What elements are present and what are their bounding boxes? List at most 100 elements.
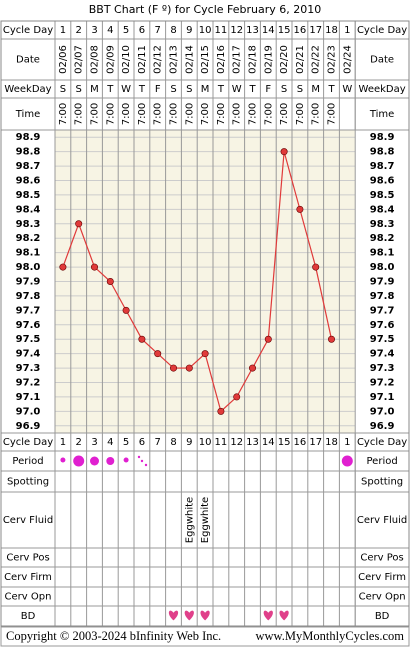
row-label: Cerv Fluid	[357, 515, 407, 526]
y-tick-label: 97.9	[16, 277, 41, 288]
cycle-day: 5	[123, 25, 129, 36]
y-tick-label: 98.1	[370, 248, 395, 259]
y-tick-label: 97.1	[16, 392, 41, 403]
y-tick-label: 98.0	[16, 262, 41, 273]
temp-point	[170, 364, 178, 372]
row-label: Cycle Day	[357, 25, 407, 36]
y-tick-label: 98.3	[16, 219, 41, 230]
cycle-day: 18	[325, 437, 338, 448]
cerv-fluid: Eggwhite	[184, 497, 195, 543]
cycle-day: 12	[230, 25, 243, 36]
weekday: F	[265, 84, 271, 95]
temp-point	[154, 350, 162, 358]
row-label: Period	[367, 456, 398, 467]
time: 7:00	[58, 103, 69, 125]
time: 7:00	[74, 103, 85, 125]
y-tick-label: 98.6	[16, 176, 41, 187]
cycle-day: 2	[76, 437, 82, 448]
temp-point	[280, 148, 288, 156]
y-tick-label: 97.5	[370, 334, 395, 345]
y-tick-label: 98.4	[370, 204, 395, 215]
temp-point	[91, 263, 99, 271]
y-tick-label: 97.2	[16, 378, 41, 389]
weekday: W	[232, 84, 242, 95]
temp-point	[217, 407, 225, 415]
time: 7:00	[105, 103, 116, 125]
cycle-day: 7	[155, 437, 161, 448]
y-tick-label: 97.4	[16, 349, 41, 360]
date: 02/16	[216, 45, 227, 74]
row-label: Period	[12, 456, 43, 467]
row-label: Spotting	[361, 477, 403, 488]
y-tick-label: 97.6	[370, 320, 395, 331]
row-label: WeekDay	[359, 84, 406, 95]
date: 02/06	[58, 45, 69, 74]
period-dot	[106, 457, 115, 465]
cycle-day: 17	[309, 25, 322, 36]
time: 7:00	[153, 103, 164, 125]
weekday: M	[90, 84, 99, 95]
time: 7:00	[263, 103, 274, 125]
cycle-day: 10	[199, 437, 212, 448]
cycle-day: 1	[60, 437, 66, 448]
y-tick-label: 97.4	[370, 349, 395, 360]
spot-dot	[144, 463, 148, 467]
row-label: Time	[369, 109, 394, 120]
date: 02/17	[232, 45, 243, 74]
temp-point	[185, 364, 193, 372]
period-dot	[341, 455, 353, 467]
row-label: Cerv Pos	[360, 553, 403, 564]
temp-point	[138, 335, 146, 343]
heart	[263, 610, 273, 621]
cycle-day: 1	[344, 25, 350, 36]
heart	[184, 610, 194, 621]
time: 7:00	[169, 103, 180, 125]
row-label: Cerv Firm	[4, 572, 52, 583]
heart	[168, 610, 179, 621]
cycle-day: 10	[199, 25, 212, 36]
date: 02/12	[153, 45, 164, 74]
y-tick-label: 98.5	[16, 190, 41, 201]
row-label: Cerv Fluid	[3, 515, 53, 526]
site: www.MyMonthlyCycles.com	[256, 629, 405, 643]
cycle-day: 1	[60, 25, 66, 36]
heart	[279, 610, 289, 621]
cycle-day: 15	[278, 25, 291, 36]
cycle-day: 12	[230, 437, 243, 448]
y-tick-label: 97.8	[16, 291, 41, 302]
y-tick-label: 98.6	[370, 176, 395, 187]
temp-point	[327, 335, 335, 343]
layout: Cycle Day Cycle Day Date Date WeekDay WeekDay…	[0, 20, 410, 627]
row-label: Cycle Day	[3, 25, 53, 36]
y-tick-label: 97.1	[370, 392, 395, 403]
weekday: T	[106, 84, 114, 95]
date: 02/19	[263, 45, 274, 74]
weekday: M	[201, 84, 210, 95]
y-tick-label: 98.4	[16, 204, 41, 215]
weekday: W	[342, 84, 352, 95]
temp-point	[296, 205, 304, 213]
cycle-day: 8	[170, 437, 176, 448]
cycle-day: 16	[294, 25, 307, 36]
table-border	[0, 20, 410, 627]
y-tick-label: 97.6	[16, 320, 41, 331]
y-tick-label: 98.2	[370, 233, 395, 244]
temp-point	[312, 263, 320, 271]
y-tick-label: 98.1	[16, 248, 41, 259]
y-tick-label: 97.7	[16, 305, 41, 316]
chart-title: BBT Chart (F º) for Cycle February 6, 20…	[89, 3, 322, 16]
y-tick-label: 98.2	[16, 233, 41, 244]
heart	[200, 610, 210, 621]
temp-line	[62, 151, 333, 413]
period-dot	[90, 456, 99, 466]
temp-point	[249, 364, 257, 372]
row-label: BD	[21, 611, 36, 622]
row-label: Cycle Day	[3, 437, 53, 448]
label-cell	[354, 491, 410, 549]
temp-point	[106, 277, 114, 285]
time: 7:00	[184, 103, 195, 125]
temp-point	[264, 335, 272, 343]
cycle-day: 6	[139, 437, 145, 448]
cycle-day: 9	[186, 25, 192, 36]
spot-dot	[137, 455, 141, 459]
